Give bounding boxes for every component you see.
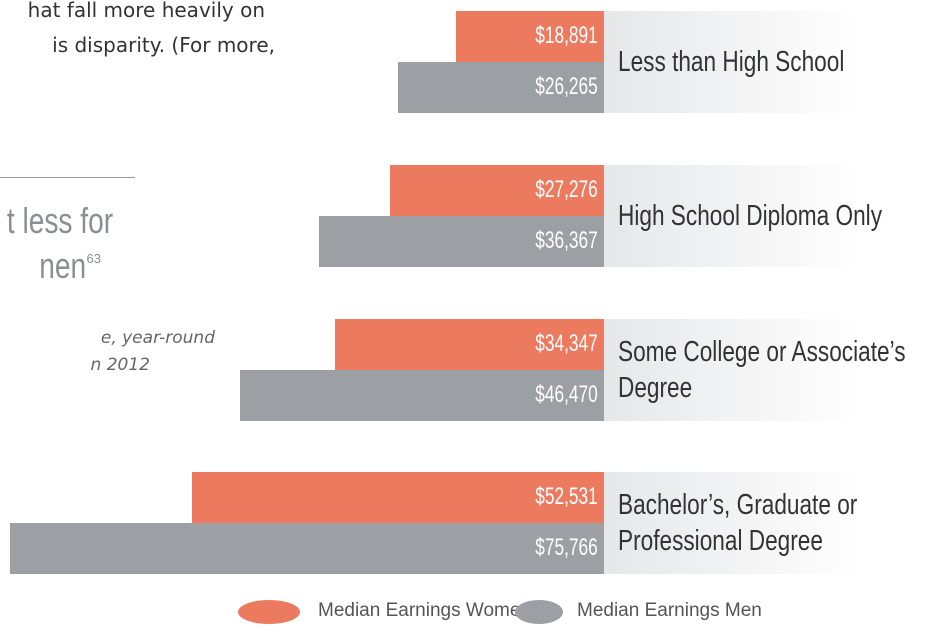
category-label: High School Diploma Only [618, 200, 883, 232]
category-label: Bachelor’s, Graduate or Professional Deg… [618, 489, 858, 557]
label-panel [604, 11, 929, 113]
divider [0, 177, 135, 178]
heading: nen [39, 245, 87, 286]
bar [398, 62, 604, 113]
heading-row: nen 63 [26, 245, 101, 287]
bar [192, 472, 604, 523]
category-label: Some College or Associate’s Degree [618, 336, 906, 404]
value-label: $75,766 [535, 534, 598, 561]
category-label: Less than High School [618, 46, 845, 78]
body-text: is disparity. (For more, [52, 33, 275, 57]
label-panel [604, 319, 929, 421]
value-label: $18,891 [535, 22, 598, 49]
footnote-ref: 63 [86, 251, 101, 266]
legend-swatch [238, 600, 300, 624]
heading: t less for [6, 200, 113, 241]
value-label: $46,470 [535, 381, 598, 408]
label-panel [604, 472, 929, 574]
bar [455, 11, 604, 62]
bar [334, 319, 604, 370]
caption: n 2012 [90, 355, 150, 375]
value-label: $27,276 [535, 176, 598, 203]
value-label: $34,347 [535, 330, 598, 357]
label-panel [604, 165, 929, 267]
legend-swatch [515, 600, 563, 624]
value-label: $52,531 [535, 483, 598, 510]
body-text: hat fall more heavily on [27, 0, 265, 22]
bar [318, 216, 604, 267]
bar [390, 165, 604, 216]
legend-label: Median Earnings Men [577, 600, 762, 621]
bar [239, 370, 604, 421]
value-label: $36,367 [535, 227, 598, 254]
bar [10, 523, 604, 574]
legend-label: Median Earnings Women [318, 600, 531, 621]
value-label: $26,265 [535, 73, 598, 100]
caption: e, year-round [100, 328, 215, 348]
